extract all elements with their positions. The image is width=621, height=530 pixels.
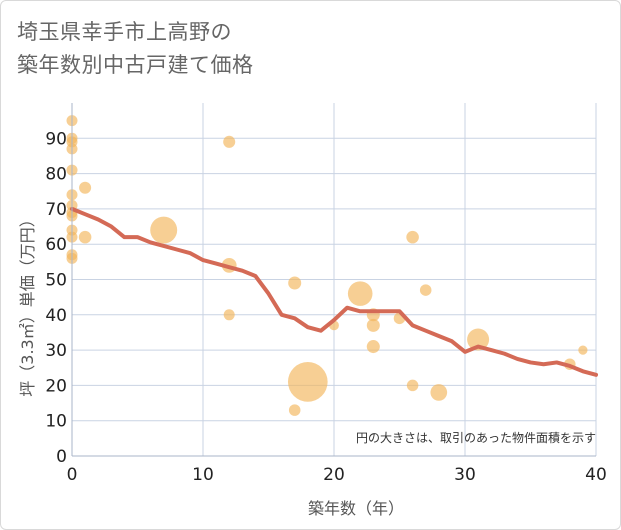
- title-line-1: 埼玉県幸手市上高野の: [17, 20, 232, 44]
- y-axis-label: 坪（3.3㎡）単価（万円）: [18, 211, 37, 396]
- data-bubble: [406, 230, 419, 244]
- x-axis-label: 築年数（年）: [308, 499, 404, 518]
- data-bubble: [467, 328, 490, 351]
- data-bubble: [419, 284, 432, 296]
- data-bubble: [287, 362, 328, 402]
- data-bubble: [366, 318, 380, 332]
- x-tick-label: 0: [67, 465, 78, 485]
- y-tick-label: 90: [45, 129, 67, 149]
- x-tick-label: 30: [454, 465, 476, 485]
- y-tick-label: 20: [45, 376, 67, 396]
- y-tick-label: 0: [56, 447, 67, 467]
- bubble-series: [66, 115, 588, 416]
- y-tick-label: 30: [45, 341, 67, 361]
- data-bubble: [406, 379, 419, 392]
- x-tick-label: 40: [585, 465, 607, 485]
- chart-title: 埼玉県幸手市上高野の 築年数別中古戸建て価格: [17, 16, 254, 82]
- y-tick-label: 40: [45, 306, 67, 326]
- trend-series: [70, 206, 598, 377]
- data-bubble: [223, 135, 236, 148]
- data-bubble: [78, 230, 92, 244]
- title-line-2: 築年数別中古戸建て価格: [17, 53, 254, 77]
- data-bubble: [366, 340, 380, 354]
- x-tick-label: 10: [192, 465, 214, 485]
- data-bubble: [79, 181, 92, 194]
- data-bubble: [347, 281, 373, 306]
- data-bubble: [288, 276, 302, 290]
- data-bubble: [150, 216, 178, 244]
- trend-line: [70, 206, 598, 377]
- data-bubble: [430, 384, 448, 401]
- size-note: 円の大きさは、取引のあった物件面積を示す: [356, 430, 596, 445]
- y-tick-label: 70: [45, 200, 67, 220]
- x-tick-label: 20: [323, 465, 345, 485]
- y-tick-label: 10: [45, 412, 67, 432]
- data-bubble: [578, 345, 588, 355]
- data-bubble: [223, 309, 235, 321]
- axes: 0 10 20 30 40 50 60 70 80 90 0 10 20 30 40: [45, 103, 607, 485]
- data-bubble: [288, 404, 301, 416]
- y-tick-label: 50: [45, 271, 67, 291]
- y-tick-label: 60: [45, 235, 67, 255]
- grid-lines: [72, 103, 597, 456]
- y-tick-label: 80: [45, 165, 67, 185]
